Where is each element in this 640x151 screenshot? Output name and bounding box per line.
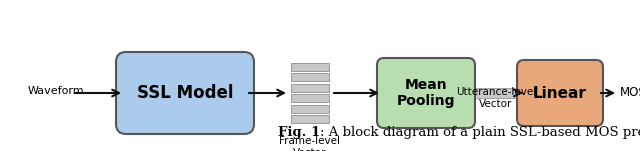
Bar [291, 63, 329, 71]
Text: MOS: MOS [620, 87, 640, 100]
FancyBboxPatch shape [377, 58, 475, 128]
Text: Mean
Pooling: Mean Pooling [397, 78, 455, 108]
Bar [470, 88, 522, 98]
Text: Waveform: Waveform [28, 86, 84, 96]
Text: SSL Model: SSL Model [137, 84, 233, 102]
FancyBboxPatch shape [517, 60, 603, 126]
Text: Linear: Linear [533, 85, 587, 101]
Bar [291, 73, 329, 81]
Text: Fig. 1: Fig. 1 [278, 126, 320, 139]
Bar [291, 84, 329, 92]
FancyBboxPatch shape [116, 52, 254, 134]
Bar [291, 94, 329, 102]
Text: Frame-level
Vector: Frame-level Vector [280, 137, 340, 151]
Text: Utterance-level
Vector: Utterance-level Vector [456, 87, 536, 109]
Bar [291, 105, 329, 113]
Text: : A block diagram of a plain SSL-based MOS predictor.: : A block diagram of a plain SSL-based M… [320, 126, 640, 139]
Bar [291, 115, 329, 123]
